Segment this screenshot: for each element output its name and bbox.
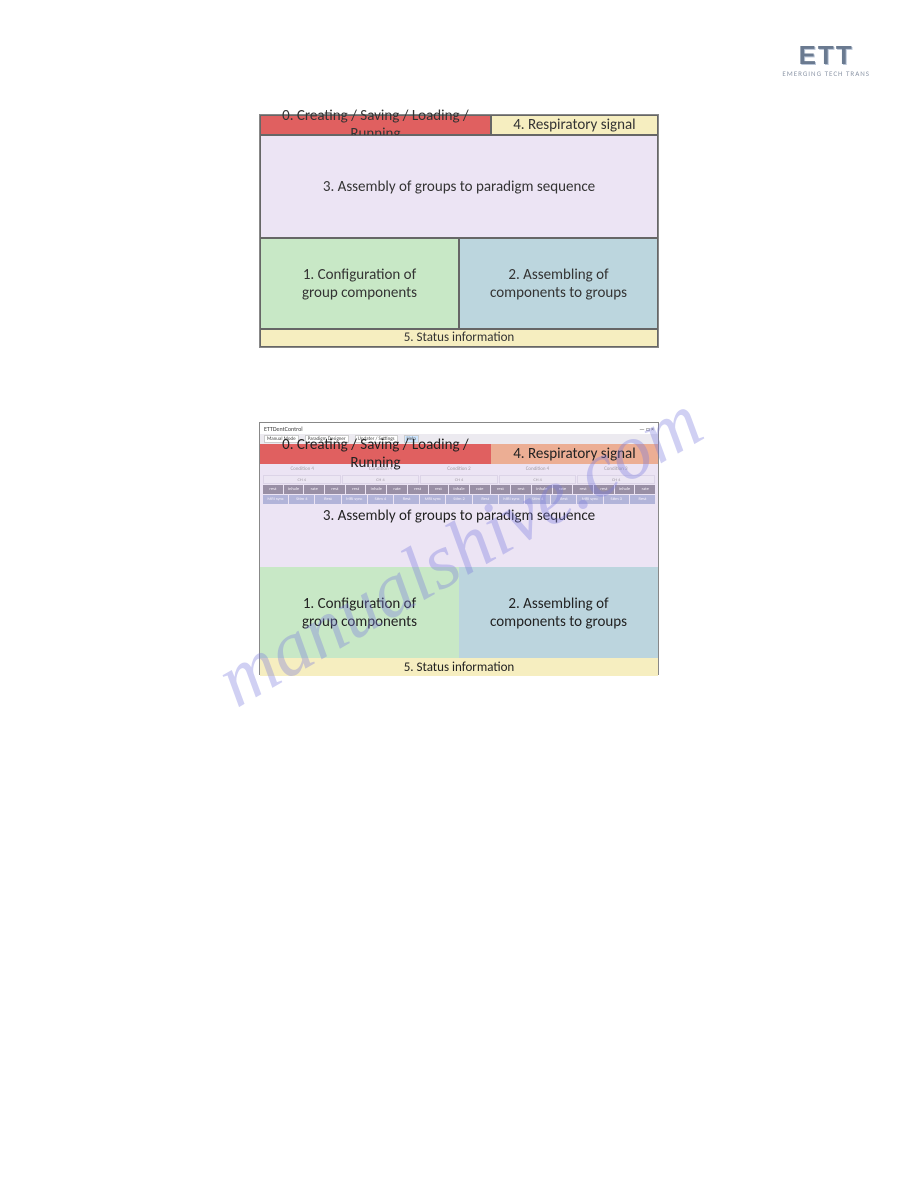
overlay-label-4: 4. Respiratory signal: [491, 444, 658, 464]
overlay-label-1: 1. Configuration of group components: [260, 567, 459, 658]
region-4: 4. Respiratory signal: [491, 115, 658, 135]
window-titlebar: ETTDentControl — □ ×: [260, 423, 658, 434]
region-1-line1: 1. Configuration of: [303, 266, 416, 284]
region-1-line2: group components: [302, 284, 417, 302]
region-2: 2. Assembling of components to groups: [459, 238, 658, 329]
window-buttons: — □ ×: [639, 425, 654, 433]
window-title: ETTDentControl: [264, 425, 303, 433]
layout-diagram-clean: 0. Creating / Saving / Loading / Running…: [259, 114, 659, 348]
win-min[interactable]: —: [639, 425, 644, 433]
region-3: 3. Assembly of groups to paradigm sequen…: [260, 135, 658, 238]
logo-subtext: EMERGING TECH TRANS: [782, 69, 870, 78]
layout-diagram-overlay: ETTDentControl — □ × Manual Mode Paradig…: [259, 422, 659, 675]
overlay-label-1-l2: group components: [302, 613, 417, 631]
overlay-label-3: 3. Assembly of groups to paradigm sequen…: [260, 464, 658, 567]
overlay-label-2-l2: components to groups: [490, 613, 627, 631]
win-max[interactable]: □: [646, 425, 650, 433]
overlay-label-0: 0. Creating / Saving / Loading / Running: [260, 444, 491, 464]
region-5: 5. Status information: [260, 329, 658, 347]
logo: ETT EMERGING TECH TRANS: [782, 40, 870, 78]
overlay-label-1-l1: 1. Configuration of: [303, 595, 416, 613]
logo-text: ETT: [782, 40, 870, 71]
overlay-label-2: 2. Assembling of components to groups: [459, 567, 658, 658]
region-2-line1: 2. Assembling of: [508, 266, 608, 284]
win-close[interactable]: ×: [651, 425, 654, 433]
overlay-label-5: 5. Status information: [260, 658, 658, 676]
overlay-label-2-l1: 2. Assembling of: [508, 595, 608, 613]
region-1: 1. Configuration of group components: [260, 238, 459, 329]
region-2-line2: components to groups: [490, 284, 627, 302]
region-0: 0. Creating / Saving / Loading / Running: [260, 115, 491, 135]
